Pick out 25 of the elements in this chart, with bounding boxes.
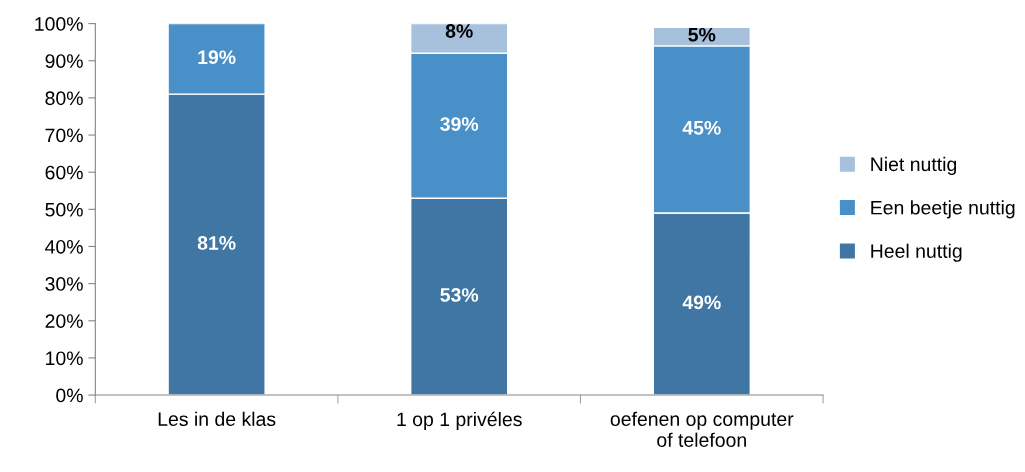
data-label: 39% [440, 117, 479, 131]
y-tick-label: 30% [45, 277, 83, 291]
y-tick-label: 100% [35, 17, 83, 31]
legend-label: Heel nuttig [871, 243, 962, 262]
y-tick-label: 10% [46, 351, 83, 366]
x-tick-label: oefenen op computer of telefoon [610, 411, 794, 447]
data-label: 45% [682, 120, 721, 135]
y-tick-label: 80% [45, 91, 83, 106]
y-tick-label: 70% [45, 128, 83, 143]
data-label: 49% [682, 295, 721, 310]
y-tick-label: 60% [45, 165, 83, 180]
data-label: 81% [197, 236, 236, 250]
y-tick-label: 90% [45, 54, 83, 68]
y-tick-label: 20% [45, 314, 83, 329]
y-tick-label: 50% [45, 202, 83, 217]
y-tick-label: 40% [45, 239, 83, 254]
data-label: 53% [440, 288, 479, 302]
y-tick-label: 0% [56, 388, 83, 403]
data-label: 19% [198, 50, 236, 65]
x-tick-label: Les in de klas [158, 411, 276, 427]
data-label: 5% [688, 27, 716, 42]
data-label: 8% [445, 24, 473, 38]
x-tick-label: 1 op 1 privéles [397, 411, 522, 431]
legend-label: Niet nuttig [871, 156, 957, 175]
legend-label: Een beetje nuttig [871, 200, 1015, 219]
